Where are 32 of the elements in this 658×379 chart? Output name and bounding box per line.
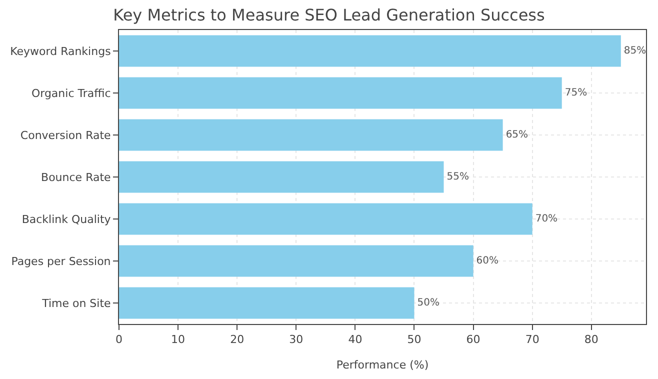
x-tick-label: 60 bbox=[466, 333, 480, 346]
data-label: 60% bbox=[476, 256, 499, 266]
data-label: 75% bbox=[564, 88, 588, 98]
x-axis-title: Performance (%) bbox=[336, 358, 429, 372]
x-tick-label: 0 bbox=[116, 333, 122, 346]
y-tick-label: Conversion Rate bbox=[20, 128, 112, 142]
x-tick-label: 30 bbox=[289, 333, 304, 346]
x-tick-label: 20 bbox=[230, 333, 244, 346]
bar bbox=[119, 245, 474, 277]
data-label: 50% bbox=[417, 298, 440, 308]
data-label: 85% bbox=[624, 46, 646, 56]
chart-title: Key Metrics to Measure SEO Lead Generation Success bbox=[113, 6, 545, 25]
bar bbox=[119, 203, 532, 235]
bar bbox=[119, 161, 444, 193]
x-tick-label: 80 bbox=[584, 333, 598, 346]
bar bbox=[119, 35, 621, 67]
x-tick-label: 10 bbox=[171, 333, 186, 346]
x-tick-label: 70 bbox=[525, 333, 540, 346]
x-tick-label: 40 bbox=[348, 333, 362, 346]
y-tick-label: Time on Site bbox=[41, 296, 112, 310]
bar bbox=[119, 119, 503, 151]
bar bbox=[119, 287, 414, 319]
y-tick-label: Bounce Rate bbox=[41, 170, 112, 184]
y-tick-label: Keyword Rankings bbox=[10, 44, 112, 58]
bar bbox=[119, 77, 562, 109]
y-tick-label: Backlink Quality bbox=[22, 212, 112, 226]
y-tick-label: Organic Traffic bbox=[31, 86, 111, 100]
data-label: 55% bbox=[446, 172, 469, 182]
data-label: 65% bbox=[506, 130, 528, 140]
data-label: 70% bbox=[535, 214, 558, 224]
y-tick-label: Pages per Session bbox=[11, 254, 111, 268]
x-tick-label: 50 bbox=[407, 333, 422, 346]
